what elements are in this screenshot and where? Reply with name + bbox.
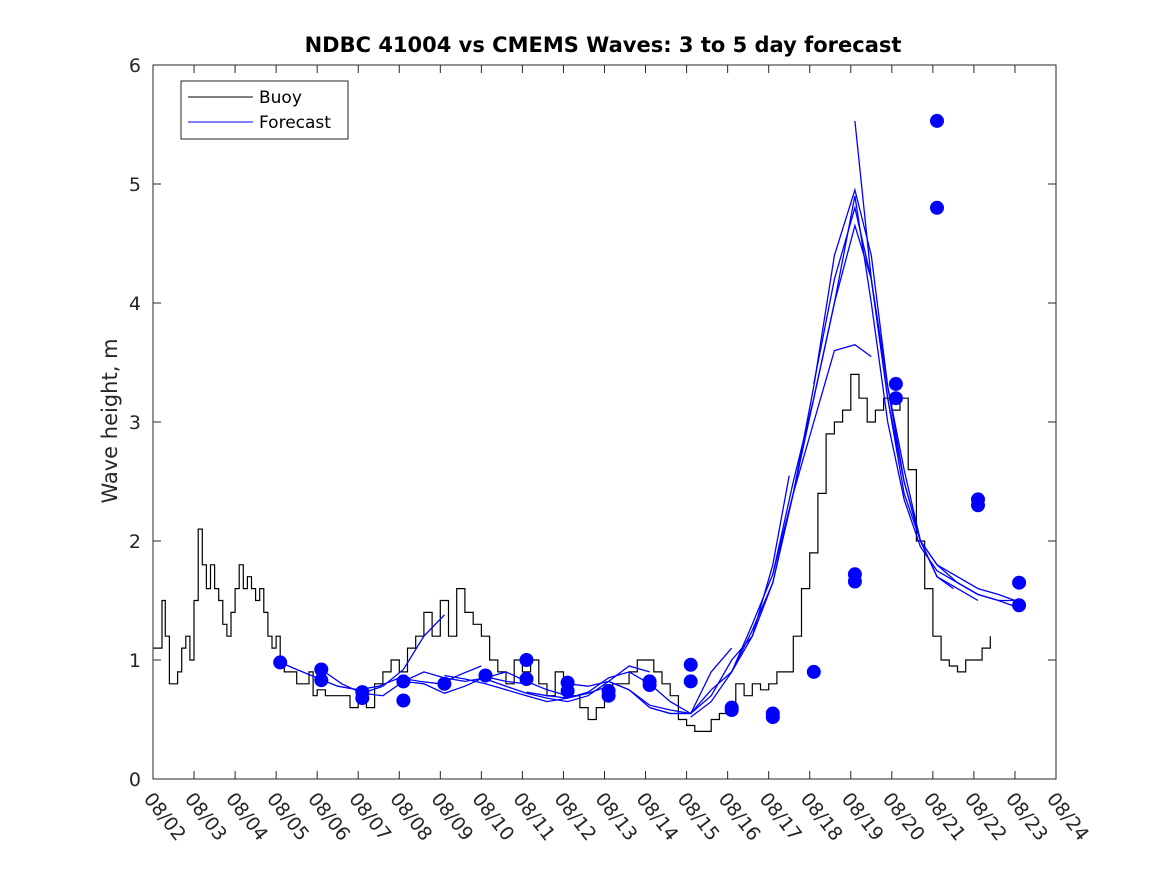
- forecast-marker-0: [273, 655, 288, 670]
- y-tick-label-6: 6: [129, 55, 141, 77]
- plot-area: [153, 65, 1056, 779]
- x-tick-label-1: 08/03: [180, 789, 231, 846]
- y-tick-label-5: 5: [129, 174, 141, 196]
- forecast-series-line-5: [485, 665, 650, 703]
- x-tick-label-12: 08/14: [632, 789, 683, 846]
- forecast-series-line-11: [731, 187, 979, 673]
- x-tick-label-16: 08/18: [796, 789, 847, 846]
- y-tick-label-1: 1: [129, 650, 141, 672]
- forecast-marker-7: [437, 676, 452, 691]
- forecast-marker-33: [1012, 598, 1027, 613]
- legend-label-forecast: Forecast: [259, 113, 331, 133]
- forecast-marker-25: [847, 574, 862, 589]
- buoy-series-line: [153, 373, 991, 732]
- forecast-marker-12: [560, 683, 575, 698]
- x-tick-label-4: 08/06: [303, 789, 354, 846]
- forecast-marker-5: [396, 674, 411, 689]
- forecast-marker-28: [930, 200, 944, 215]
- legend-box: [180, 80, 349, 140]
- forecast-marker-4: [355, 691, 370, 706]
- forecast-marker-9: [519, 653, 534, 667]
- forecast-marker-17: [683, 657, 698, 672]
- forecast-marker-20: [724, 703, 739, 717]
- legend: Buoy Forecast: [180, 80, 349, 140]
- y-tick-label-0: 0: [129, 769, 141, 791]
- x-tick-label-9: 08/11: [508, 789, 559, 846]
- x-tick-label-7: 08/09: [426, 789, 477, 846]
- forecast-marker-16: [642, 678, 657, 692]
- forecast-marker-22: [765, 710, 780, 725]
- x-tick-label-10: 08/12: [550, 789, 601, 846]
- x-tick-label-18: 08/20: [878, 789, 929, 846]
- legend-label-buoy: Buoy: [259, 88, 302, 108]
- forecast-marker-10: [519, 672, 534, 686]
- forecast-series-line-2: [362, 614, 445, 694]
- y-tick-label-2: 2: [129, 531, 141, 553]
- forecast-marker-18: [683, 674, 698, 689]
- x-tick-label-3: 08/05: [262, 789, 313, 846]
- x-tick-label-6: 08/08: [385, 789, 436, 846]
- x-tick-label-14: 08/16: [714, 789, 765, 846]
- x-tick-label-17: 08/19: [837, 789, 888, 846]
- x-tick-label-13: 08/15: [673, 789, 724, 846]
- forecast-marker-6: [396, 693, 411, 708]
- forecast-series-line-4: [444, 674, 609, 703]
- forecast-marker-8: [478, 668, 493, 683]
- forecast-series-line-1: [320, 668, 527, 697]
- x-tick-label-8: 08/10: [467, 789, 518, 846]
- y-axis-label: Wave height, m: [98, 338, 122, 503]
- forecast-marker-27: [888, 391, 903, 406]
- forecast-series-line-6: [526, 671, 692, 715]
- y-tick-label-4: 4: [129, 293, 141, 315]
- x-tick-label-5: 08/07: [344, 789, 395, 846]
- y-tick-label-3: 3: [129, 412, 141, 434]
- forecast-marker-32: [1012, 575, 1027, 590]
- forecast-marker-31: [971, 498, 985, 513]
- plot-background: [153, 65, 1056, 779]
- x-tick-label-22: 08/24: [1042, 789, 1093, 846]
- x-tick-label-0: 08/02: [139, 789, 190, 846]
- forecast-marker-14: [601, 688, 616, 703]
- forecast-marker-23: [806, 664, 821, 679]
- forecast-series-line-9: [649, 343, 872, 715]
- forecast-series-line-13: [813, 205, 1016, 608]
- x-tick-label-21: 08/23: [1001, 789, 1052, 846]
- forecast-series-line-14: [854, 120, 1016, 602]
- x-tick-label-19: 08/21: [919, 789, 970, 846]
- forecast-marker-29: [930, 113, 944, 128]
- x-tick-label-11: 08/13: [591, 789, 642, 846]
- forecast-marker-26: [888, 376, 903, 391]
- chart-title: NDBC 41004 vs CMEMS Waves: 3 to 5 day fo…: [305, 33, 902, 57]
- x-tick-label-20: 08/22: [960, 789, 1011, 846]
- x-tick-label-15: 08/17: [755, 789, 806, 846]
- x-tick-label-2: 08/04: [221, 789, 272, 846]
- forecast-marker-2: [314, 673, 329, 688]
